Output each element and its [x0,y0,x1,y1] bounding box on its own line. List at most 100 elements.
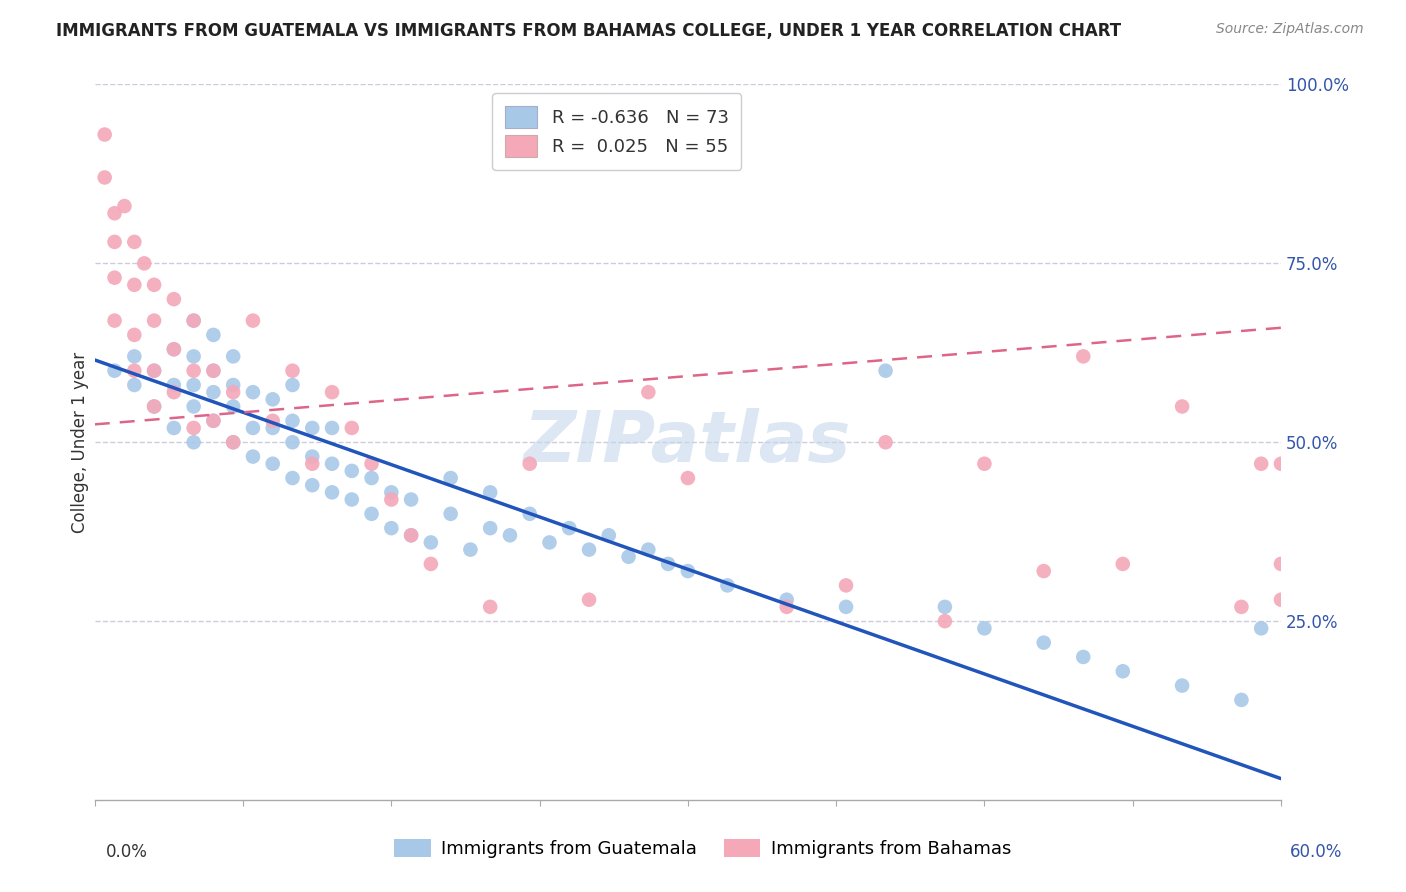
Point [419,535,441,549]
Point [538,535,561,549]
Point [143,277,166,292]
Point [281,378,304,392]
Point [262,414,284,428]
Point [360,507,382,521]
Point [183,378,205,392]
Point [934,614,956,628]
Point [479,599,502,614]
Point [360,457,382,471]
Point [1071,649,1094,664]
Point [281,414,304,428]
Text: IMMIGRANTS FROM GUATEMALA VS IMMIGRANTS FROM BAHAMAS COLLEGE, UNDER 1 YEAR CORRE: IMMIGRANTS FROM GUATEMALA VS IMMIGRANTS … [56,22,1122,40]
Point [460,542,482,557]
Point [183,421,205,435]
Text: 60.0%: 60.0% [1291,843,1343,861]
Point [124,364,146,378]
Point [973,457,995,471]
Point [1250,457,1272,471]
Point [183,313,205,327]
Point [202,364,225,378]
Point [578,592,600,607]
Point [114,199,136,213]
Point [657,557,679,571]
Point [380,521,402,535]
Point [93,170,115,185]
Point [676,564,699,578]
Point [143,400,166,414]
Point [578,542,600,557]
Point [1270,592,1292,607]
Point [124,277,146,292]
Point [360,471,382,485]
Point [1270,457,1292,471]
Point [183,400,205,414]
Legend: Immigrants from Guatemala, Immigrants from Bahamas: Immigrants from Guatemala, Immigrants fr… [387,831,1019,865]
Point [440,507,463,521]
Point [479,485,502,500]
Point [163,421,186,435]
Point [419,557,441,571]
Point [1112,557,1135,571]
Point [143,313,166,327]
Point [202,414,225,428]
Point [103,364,125,378]
Point [222,350,245,364]
Point [973,621,995,635]
Point [202,385,225,400]
Point [617,549,640,564]
Point [202,327,225,342]
Text: Source: ZipAtlas.com: Source: ZipAtlas.com [1216,22,1364,37]
Point [835,578,858,592]
Legend: R = -0.636   N = 73, R =  0.025   N = 55: R = -0.636 N = 73, R = 0.025 N = 55 [492,94,741,170]
Point [340,492,363,507]
Point [637,385,659,400]
Point [1032,564,1054,578]
Point [519,507,541,521]
Point [103,235,125,249]
Point [281,364,304,378]
Point [776,592,799,607]
Point [183,435,205,450]
Point [163,292,186,306]
Point [143,400,166,414]
Point [124,235,146,249]
Point [1171,400,1194,414]
Point [301,450,323,464]
Point [222,400,245,414]
Point [637,542,659,557]
Point [875,435,897,450]
Point [716,578,738,592]
Point [124,378,146,392]
Point [875,364,897,378]
Point [1112,665,1135,679]
Point [242,450,264,464]
Point [124,327,146,342]
Point [262,392,284,407]
Point [380,485,402,500]
Point [262,457,284,471]
Point [202,414,225,428]
Point [143,364,166,378]
Text: 0.0%: 0.0% [105,843,148,861]
Point [183,350,205,364]
Text: ZIPatlas: ZIPatlas [524,408,852,476]
Point [222,435,245,450]
Point [1071,350,1094,364]
Point [321,485,343,500]
Point [380,492,402,507]
Point [479,521,502,535]
Point [1230,599,1253,614]
Point [1032,635,1054,649]
Point [222,378,245,392]
Point [301,457,323,471]
Point [163,343,186,357]
Point [1270,557,1292,571]
Point [134,256,156,270]
Point [163,343,186,357]
Point [399,528,422,542]
Point [835,599,858,614]
Point [340,421,363,435]
Point [124,350,146,364]
Point [202,364,225,378]
Point [934,599,956,614]
